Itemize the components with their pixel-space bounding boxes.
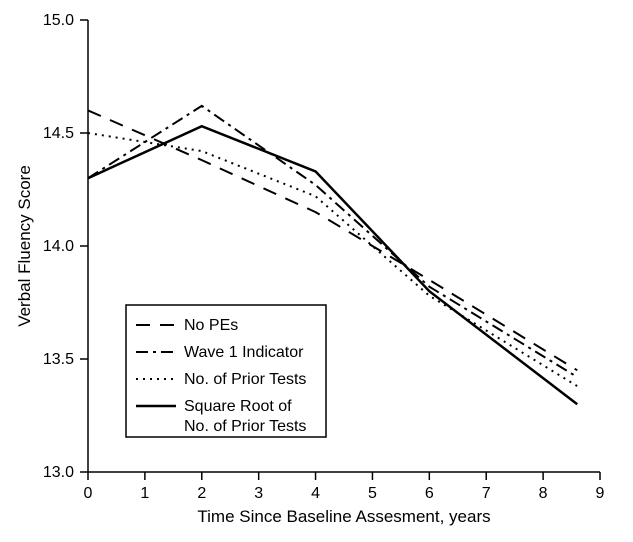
x-tick-label: 6 [425,485,434,502]
y-tick-label: 14.5 [43,125,74,142]
chart-container: 13.0 13.5 14.0 14.5 15.0 0 1 2 3 4 5 6 7 8 9 Time Since… [0,0,633,542]
x-tick-label: 4 [311,485,320,502]
legend-label: Square Root of [184,398,292,415]
legend-label: No. of Prior Tests [184,371,306,388]
y-tick-label: 13.0 [43,464,74,481]
legend-label: No PEs [184,317,238,334]
x-tick-label: 2 [197,485,206,502]
x-axis-label: Time Since Baseline Assesment, years [197,507,490,526]
x-tick-label: 0 [84,485,93,502]
x-tick-label: 7 [482,485,491,502]
y-tick-label: 15.0 [43,12,74,29]
x-tick-label: 3 [254,485,263,502]
x-tick-label: 1 [140,485,149,502]
x-tick-label: 5 [368,485,377,502]
x-tick-label: 8 [539,485,548,502]
chart-bg [0,0,633,542]
y-tick-label: 13.5 [43,351,74,368]
legend-label: No. of Prior Tests [184,418,306,435]
y-tick-label: 14.0 [43,238,74,255]
x-tick-label: 9 [596,485,605,502]
legend-label: Wave 1 Indicator [184,344,304,361]
y-axis-label: Verbal Fluency Score [15,165,34,327]
line-chart: 13.0 13.5 14.0 14.5 15.0 0 1 2 3 4 5 6 7 8 9 Time Since… [0,0,633,542]
